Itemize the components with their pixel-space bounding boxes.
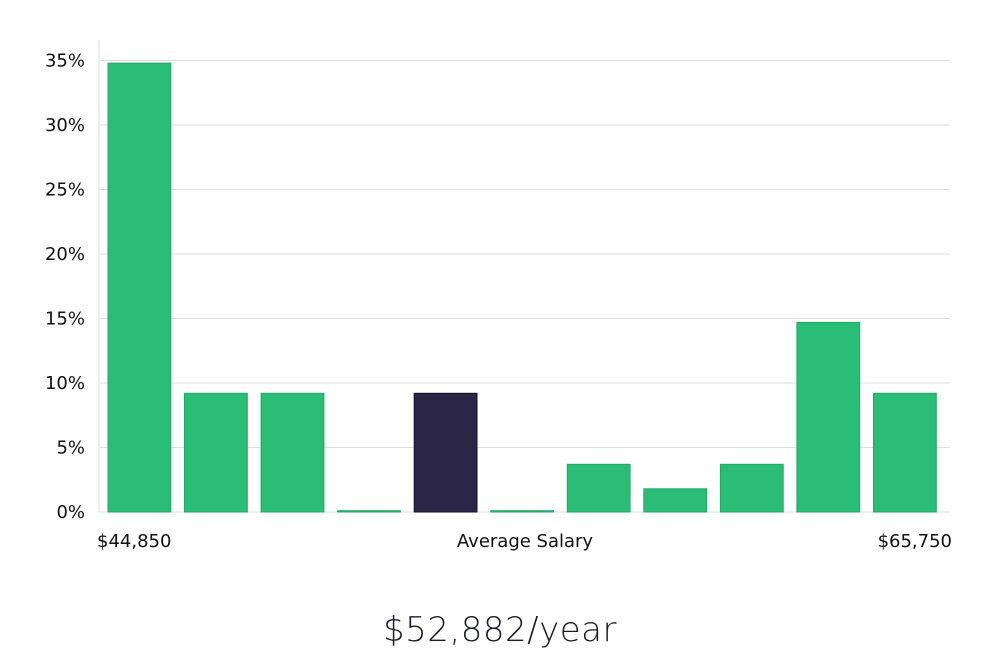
bar — [107, 62, 172, 513]
x-label-max: $65,750 — [878, 531, 952, 552]
salary-histogram: 0% 5% 10% 15% 20% 25% 30% 35% $44,850 Average S… — [45, 40, 952, 552]
x-label-center: Average Salary — [457, 531, 594, 552]
x-label-min: $44,850 — [97, 531, 171, 552]
bar-average-salary — [413, 392, 478, 513]
y-tick-label: 10% — [45, 373, 85, 394]
average-salary-caption: $52,882/year — [383, 610, 617, 650]
bar — [719, 463, 784, 513]
bar — [796, 321, 861, 513]
bar — [184, 392, 248, 513]
y-tick-label: 25% — [45, 180, 85, 201]
y-tick-label: 15% — [45, 309, 85, 330]
bar — [566, 463, 631, 513]
y-tick-label: 5% — [56, 438, 85, 459]
bar — [643, 488, 708, 513]
y-tick-label: 35% — [45, 51, 85, 72]
bar — [337, 510, 401, 513]
bar — [873, 392, 937, 513]
y-tick-label: 30% — [45, 115, 85, 136]
bars — [107, 62, 937, 513]
y-axis-tick-labels: 0% 5% 10% 15% 20% 25% 30% 35% — [45, 51, 85, 524]
bar — [490, 510, 555, 513]
y-tick-label: 20% — [45, 244, 85, 265]
bar — [260, 392, 325, 513]
y-tick-label: 0% — [56, 502, 85, 523]
